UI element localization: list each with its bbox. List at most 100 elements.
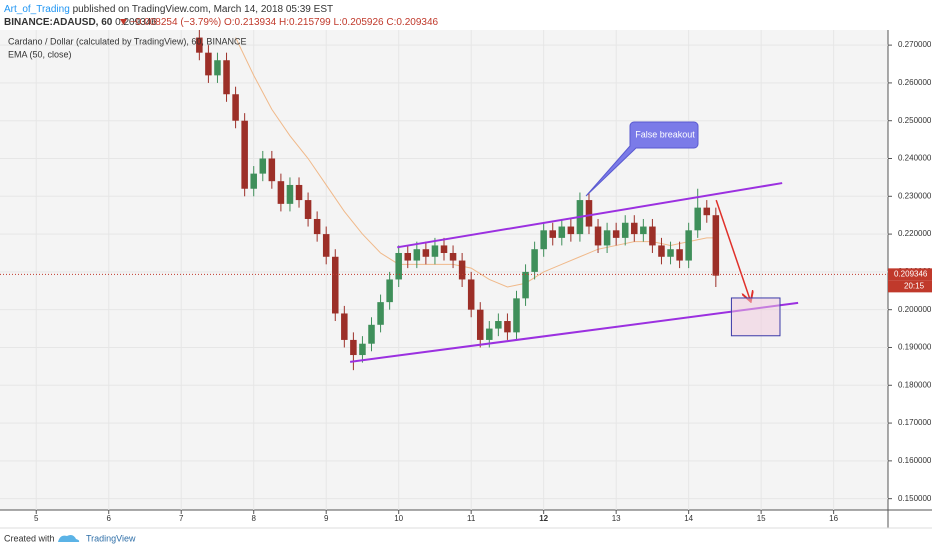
indicator-label: EMA (50, close) — [8, 49, 72, 59]
ohlc: H:0.215799 — [279, 17, 331, 28]
candle-body — [196, 37, 203, 53]
x-tick-label: 10 — [394, 514, 403, 523]
candle-body — [395, 252, 402, 280]
candle-body — [549, 230, 556, 238]
candle-body — [404, 252, 412, 261]
candle-body — [558, 226, 566, 238]
target-box — [730, 297, 781, 337]
candle-body — [476, 309, 484, 340]
author[interactable]: Art_of_Trading — [4, 4, 70, 15]
price-tag-text: 0.209346 — [894, 269, 928, 278]
price: 0.209346 — [115, 17, 157, 28]
trendline — [349, 301, 799, 363]
symbol-line: BINANCE:ADAUSD, 60 0.209346 — [4, 17, 157, 28]
y-tick-label: 0.150000 — [898, 494, 932, 503]
candle-body — [486, 328, 493, 340]
y-tick-label: 0.270000 — [898, 40, 932, 49]
y-tick-label: 0.170000 — [898, 418, 932, 427]
candle-body — [712, 215, 720, 276]
candle-body — [368, 324, 375, 344]
x-tick-label: 13 — [612, 514, 621, 523]
candle-body — [313, 218, 321, 235]
candle-body — [341, 313, 348, 340]
x-tick-label: 7 — [179, 514, 184, 523]
candle-body — [259, 158, 267, 174]
candle-body — [422, 249, 430, 257]
down-triangle — [120, 19, 127, 25]
x-tick-label: 8 — [251, 514, 256, 523]
ema-line — [235, 37, 716, 288]
candle-body — [703, 207, 711, 216]
candle-body — [304, 200, 312, 219]
callout — [585, 121, 699, 197]
y-tick-label: 0.190000 — [898, 343, 932, 352]
symbol: BINANCE:ADAUSD, 60 — [4, 17, 113, 28]
change: −0.008254 (−3.79%) — [130, 17, 221, 28]
candle-body — [621, 222, 629, 238]
y-tick-label: 0.180000 — [898, 380, 932, 389]
ohlc: C:0.209346 — [386, 17, 438, 28]
candle-body — [531, 249, 538, 272]
price-tag — [888, 268, 932, 281]
candle-body — [676, 249, 683, 261]
change-line: −0.008254 (−3.79%) O:0.213934 H:0.215799… — [130, 17, 439, 28]
candle-body — [667, 249, 674, 257]
candle-body — [685, 230, 692, 261]
y-tick-label: 0.240000 — [898, 154, 932, 163]
candle-body — [413, 249, 421, 261]
x-tick-label: 12 — [539, 514, 548, 523]
candle-body — [458, 260, 466, 280]
candle-body — [467, 279, 475, 310]
candle-body — [522, 271, 529, 299]
candle-body — [504, 321, 511, 333]
candle-body — [540, 230, 547, 250]
ohlc: O:0.213934 — [224, 17, 277, 28]
candle-body — [594, 226, 602, 246]
candle-body — [232, 94, 239, 121]
candle-body — [205, 52, 212, 76]
candle-body — [440, 245, 448, 253]
logo — [58, 535, 80, 542]
candle-body — [377, 302, 384, 325]
candle-body — [612, 230, 620, 238]
trendline — [397, 182, 783, 249]
candle-body — [250, 173, 257, 189]
candle-body — [513, 298, 520, 333]
y-tick-label: 0.250000 — [898, 116, 932, 125]
candle-body — [332, 256, 339, 314]
candle-body — [214, 60, 221, 76]
chart-title: Cardano / Dollar (calculated by TradingV… — [8, 36, 246, 46]
countdown-tag — [888, 280, 932, 293]
candle-body — [241, 120, 248, 189]
footer-text: Created with — [4, 533, 55, 543]
x-tick-label: 15 — [757, 514, 766, 523]
candle-body — [322, 234, 330, 257]
candle-body — [585, 200, 593, 227]
candle-body — [386, 279, 393, 303]
x-tick-label: 16 — [829, 514, 838, 523]
plot-background — [0, 30, 888, 510]
callout-text: False breakout — [635, 129, 695, 139]
candle-body — [649, 226, 656, 246]
x-tick-label: 14 — [684, 514, 693, 523]
header-line: Art_of_Trading published on TradingView.… — [4, 4, 333, 15]
y-tick-label: 0.230000 — [898, 191, 932, 200]
candle-body — [658, 245, 665, 257]
candle-body — [495, 321, 502, 329]
candle-body — [277, 181, 285, 204]
x-tick-label: 11 — [467, 514, 476, 523]
candle-body — [631, 222, 638, 235]
x-tick-label: 6 — [107, 514, 112, 523]
footer-brand[interactable]: TradingView — [86, 533, 136, 543]
y-tick-label: 0.200000 — [898, 305, 932, 314]
y-tick-label: 0.160000 — [898, 456, 932, 465]
ohlc: L:0.205926 — [334, 17, 384, 28]
candle-body — [603, 230, 611, 246]
candle-body — [694, 207, 701, 231]
y-tick-label: 0.260000 — [898, 78, 932, 87]
candle-body — [286, 184, 294, 204]
x-tick-label: 5 — [34, 514, 39, 523]
arrow — [715, 199, 750, 300]
